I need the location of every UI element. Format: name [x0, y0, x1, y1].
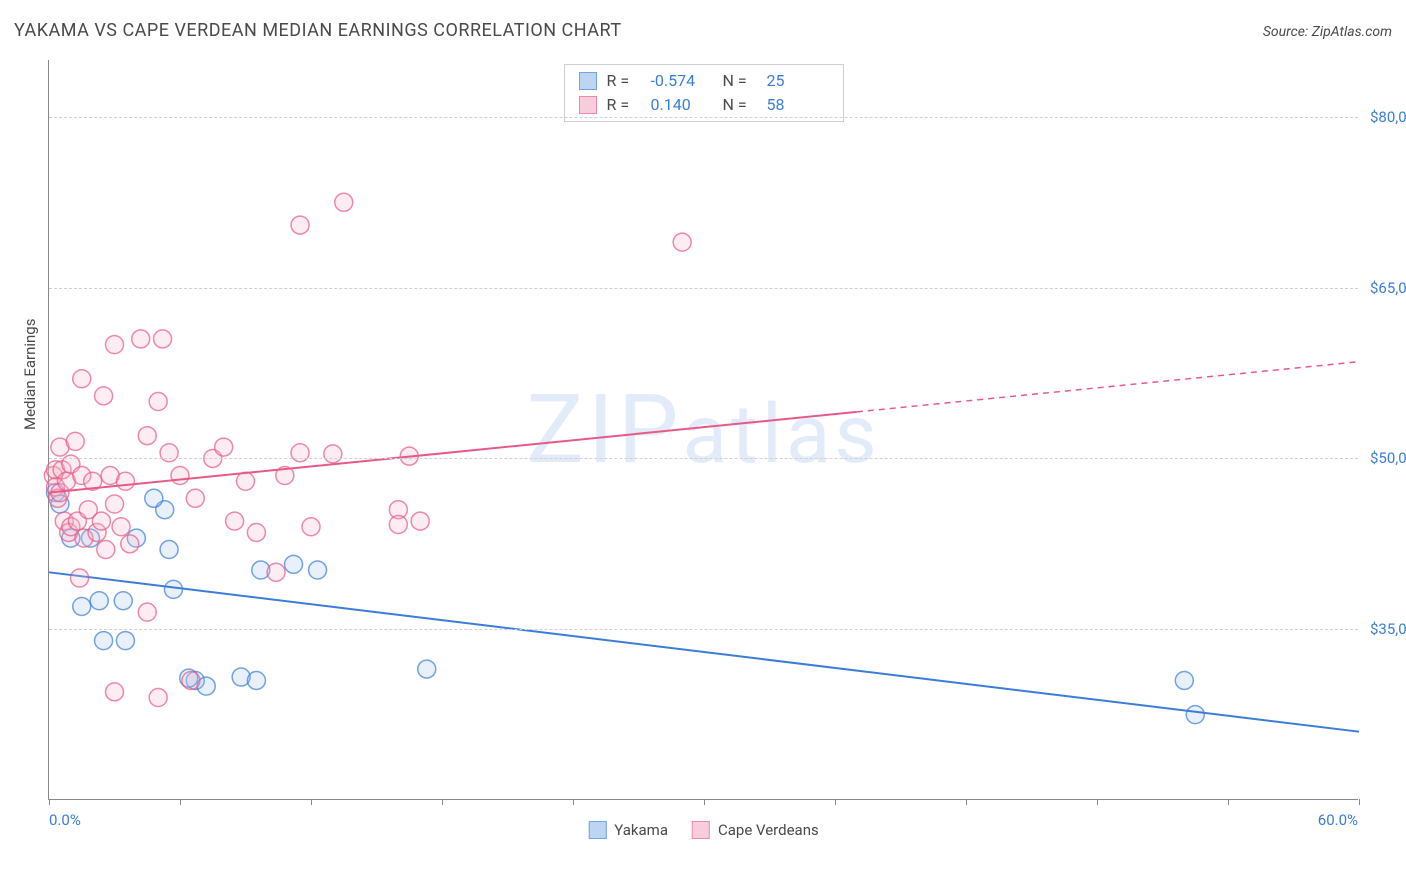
data-point: [291, 216, 309, 234]
data-point: [285, 555, 303, 573]
gridline: [49, 458, 1358, 459]
x-tick: [1097, 799, 1098, 805]
data-point: [149, 689, 167, 707]
data-point: [154, 330, 172, 348]
scatter-svg: [49, 60, 1358, 799]
legend-label-cape: Cape Verdeans: [718, 821, 819, 839]
data-point: [324, 445, 342, 463]
data-point: [66, 432, 84, 450]
data-point: [132, 330, 150, 348]
stat-r-label: R =: [607, 69, 641, 93]
swatch-cape: [579, 96, 597, 114]
stat-r-cape: 0.140: [651, 93, 713, 117]
x-tick: [835, 799, 836, 805]
data-point: [106, 683, 124, 701]
x-label-left: 0.0%: [49, 811, 81, 829]
data-point: [335, 193, 353, 211]
data-point: [112, 518, 130, 536]
data-point: [160, 541, 178, 559]
data-point: [106, 495, 124, 513]
data-point: [97, 541, 115, 559]
legend-swatch-cape: [692, 821, 710, 839]
source-label: Source: ZipAtlas.com: [1263, 24, 1392, 40]
data-point: [215, 438, 233, 456]
data-point: [247, 523, 265, 541]
gridline: [49, 629, 1358, 630]
data-point: [138, 603, 156, 621]
x-label-right: 60.0%: [1318, 811, 1358, 829]
chart-title: YAKAMA VS CAPE VERDEAN MEDIAN EARNINGS C…: [14, 20, 622, 41]
data-point: [73, 597, 91, 615]
stat-n-label: N =: [723, 69, 757, 93]
data-point: [237, 472, 255, 490]
data-point: [1175, 671, 1193, 689]
data-point: [418, 660, 436, 678]
data-point: [226, 512, 244, 530]
x-tick: [1228, 799, 1229, 805]
data-point: [92, 512, 110, 530]
y-tick-label: $65,000: [1360, 279, 1406, 297]
data-point: [116, 632, 134, 650]
data-point: [302, 518, 320, 536]
x-tick: [49, 799, 50, 805]
x-tick: [704, 799, 705, 805]
data-point: [116, 472, 134, 490]
stats-row-yakama: R = -0.574 N = 25: [579, 69, 829, 93]
x-tick: [573, 799, 574, 805]
stat-r-yakama: -0.574: [651, 69, 713, 93]
legend-swatch-yakama: [588, 821, 606, 839]
x-tick: [442, 799, 443, 805]
data-point: [145, 489, 163, 507]
data-point: [106, 336, 124, 354]
data-point: [95, 632, 113, 650]
data-point: [247, 671, 265, 689]
y-axis-title: Median Earnings: [21, 319, 39, 430]
data-point: [171, 467, 189, 485]
stat-n-yakama: 25: [767, 69, 829, 93]
legend-item-cape: Cape Verdeans: [692, 821, 819, 839]
x-tick: [311, 799, 312, 805]
data-point: [73, 370, 91, 388]
data-point: [389, 515, 407, 533]
data-point: [673, 233, 691, 251]
y-tick-label: $50,000: [1360, 449, 1406, 467]
bottom-legend: Yakama Cape Verdeans: [588, 821, 818, 839]
gridline: [49, 117, 1358, 118]
data-point: [267, 563, 285, 581]
trend-line-extrapolated: [857, 362, 1359, 412]
y-tick-label: $35,000: [1360, 620, 1406, 638]
stats-row-cape: R = 0.140 N = 58: [579, 93, 829, 117]
stat-n-cape: 58: [767, 93, 829, 117]
swatch-yakama: [579, 72, 597, 90]
data-point: [71, 569, 89, 587]
data-point: [186, 489, 204, 507]
data-point: [149, 393, 167, 411]
data-point: [1186, 706, 1204, 724]
stat-r-label: R =: [607, 93, 641, 117]
legend-label-yakama: Yakama: [614, 821, 668, 839]
chart-plot-area: ZIPatlas R = -0.574 N = 25 R = 0.140 N =…: [48, 60, 1358, 800]
y-tick-label: $80,000: [1360, 108, 1406, 126]
gridline: [49, 288, 1358, 289]
x-tick: [1359, 799, 1360, 805]
data-point: [411, 512, 429, 530]
x-tick: [966, 799, 967, 805]
chart-header: YAKAMA VS CAPE VERDEAN MEDIAN EARNINGS C…: [14, 20, 1392, 41]
trend-line: [49, 572, 1359, 731]
x-tick: [180, 799, 181, 805]
correlation-stats-box: R = -0.574 N = 25 R = 0.140 N = 58: [564, 64, 844, 122]
data-point: [90, 592, 108, 610]
legend-item-yakama: Yakama: [588, 821, 668, 839]
data-point: [164, 580, 182, 598]
data-point: [121, 535, 139, 553]
data-point: [182, 671, 200, 689]
data-point: [309, 561, 327, 579]
data-point: [95, 387, 113, 405]
data-point: [114, 592, 132, 610]
data-point: [138, 427, 156, 445]
stat-n-label: N =: [723, 93, 757, 117]
